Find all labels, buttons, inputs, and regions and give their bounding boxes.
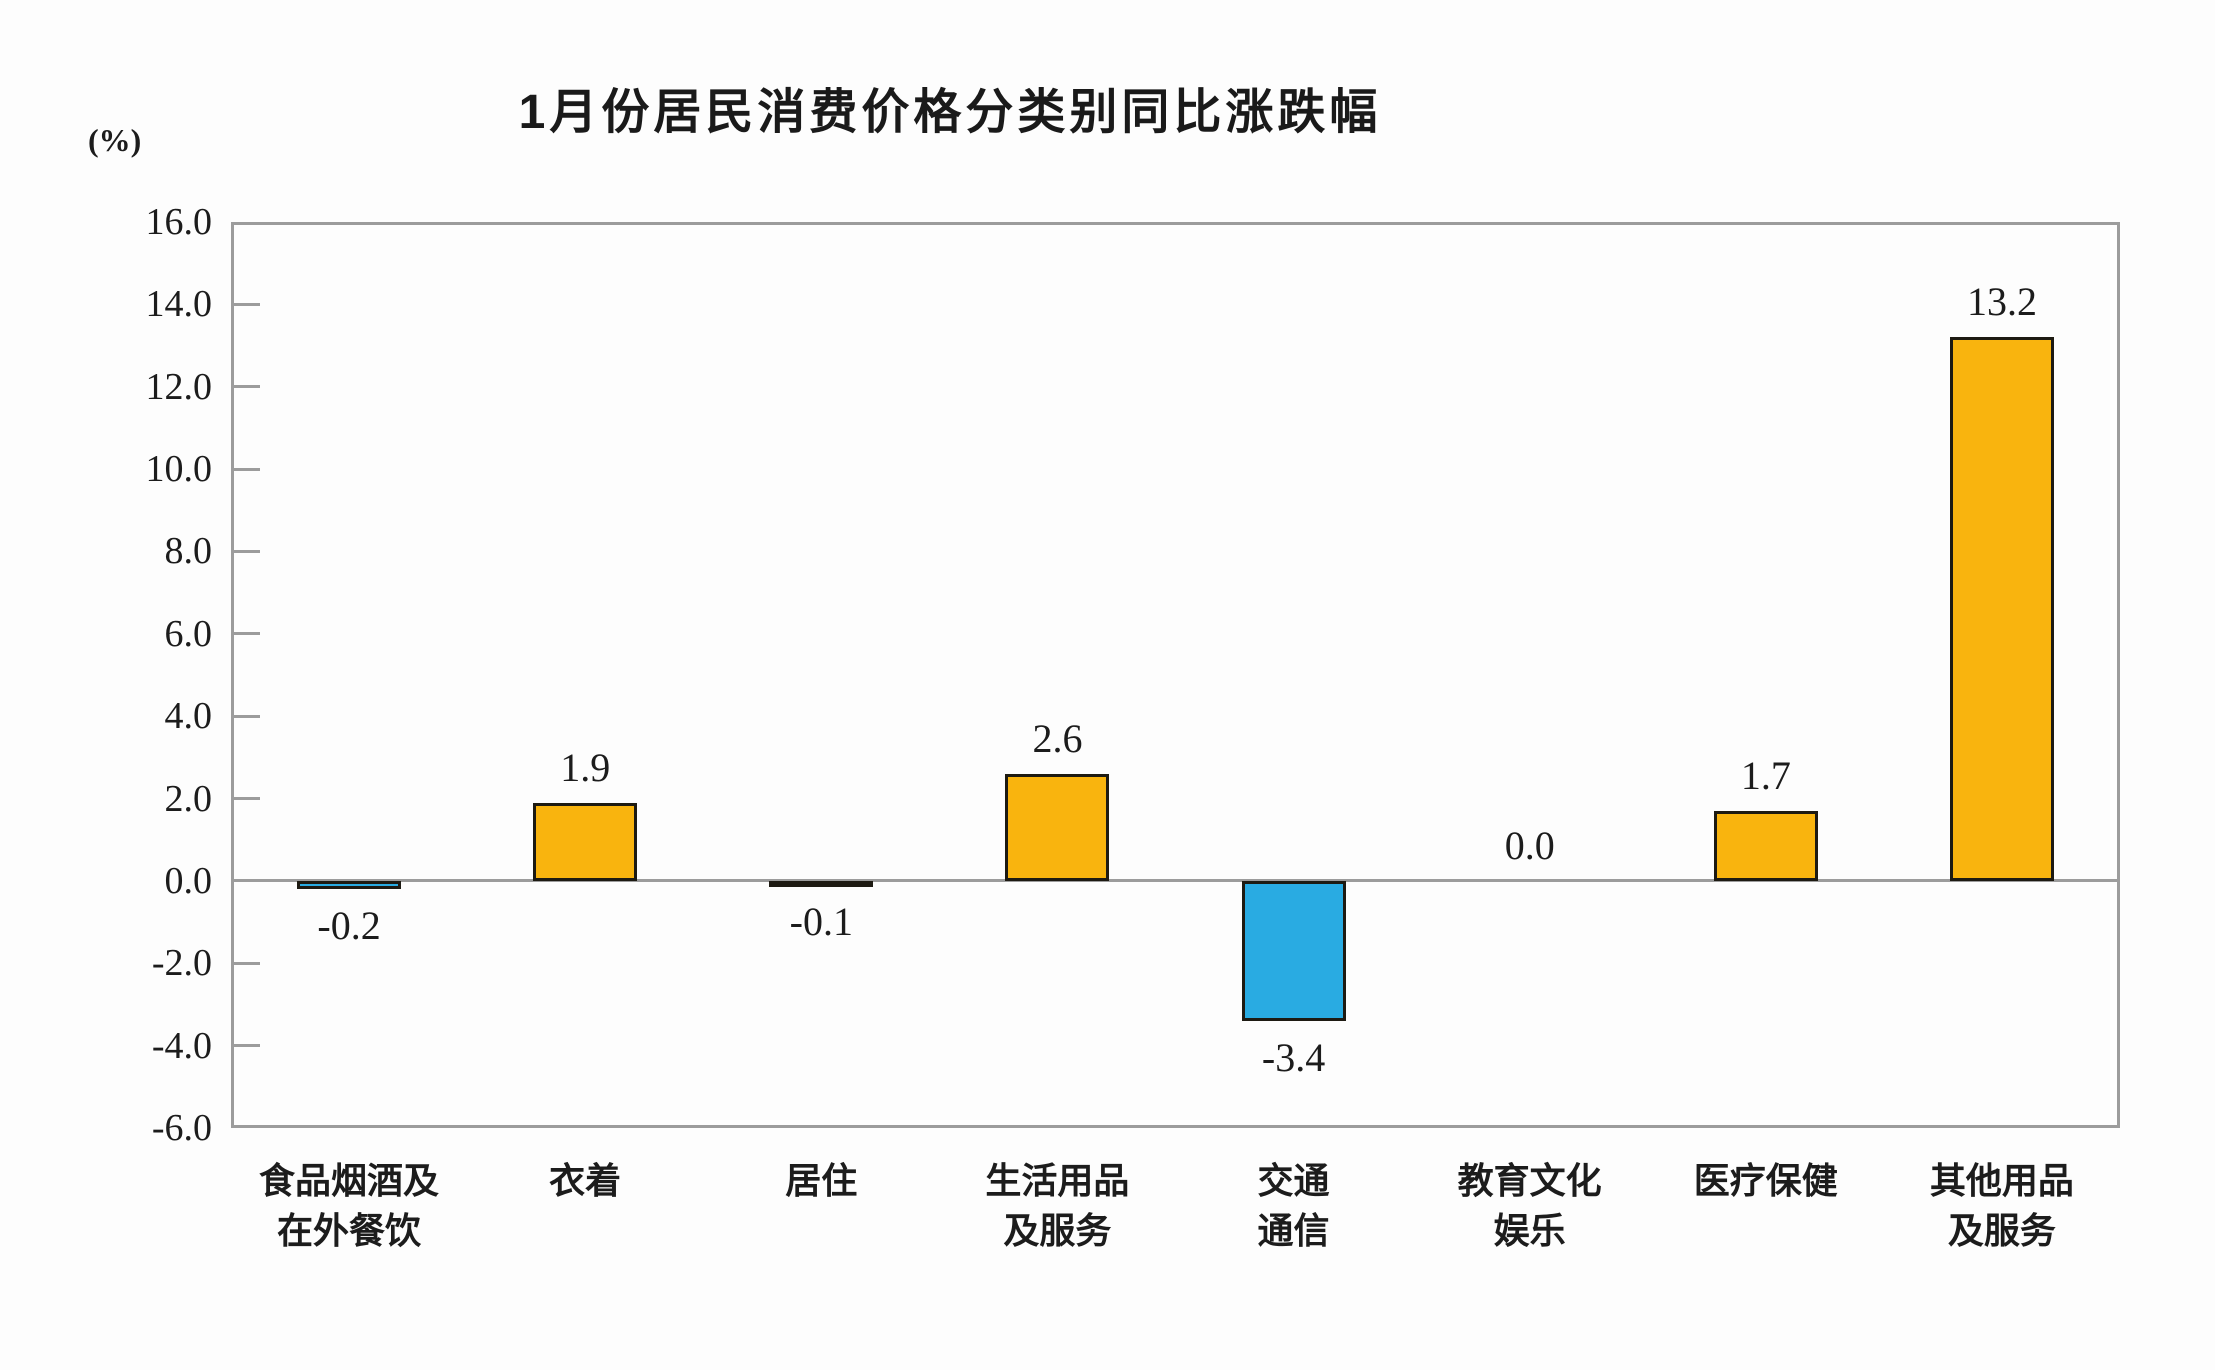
category-label: 居住 bbox=[785, 1161, 858, 1201]
chart-title: 1月份居民消费价格分类别同比涨跌幅 bbox=[518, 86, 1382, 139]
y-tick-label: 8.0 bbox=[164, 530, 213, 573]
category-label: 交通 通信 bbox=[1257, 1161, 1330, 1251]
bar-value-label: -0.1 bbox=[789, 899, 853, 945]
y-axis-unit-label: (%) bbox=[88, 122, 142, 158]
category-label: 生活用品 及服务 bbox=[985, 1161, 1130, 1251]
bar-value-label: 0.0 bbox=[1504, 822, 1555, 868]
y-tick-label: 0.0 bbox=[164, 859, 213, 902]
y-tick-mark bbox=[234, 385, 260, 389]
y-tick-mark bbox=[234, 549, 260, 553]
bar-7 bbox=[1713, 810, 1818, 881]
y-tick-mark bbox=[234, 467, 260, 471]
bar-4 bbox=[1005, 773, 1110, 881]
bar-value-label: 1.9 bbox=[560, 744, 611, 790]
category-label: 衣着 bbox=[549, 1161, 622, 1201]
bar-1 bbox=[297, 880, 402, 890]
y-tick-mark bbox=[234, 961, 260, 965]
y-tick-mark bbox=[234, 797, 260, 801]
category-label: 医疗保健 bbox=[1693, 1161, 1838, 1201]
y-tick-label: 4.0 bbox=[164, 695, 213, 738]
y-tick-label: -4.0 bbox=[151, 1024, 212, 1067]
bar-value-label: 13.2 bbox=[1966, 279, 2037, 325]
bar-value-label: 2.6 bbox=[1032, 715, 1083, 761]
y-tick-label: 2.0 bbox=[164, 777, 213, 820]
y-tick-label: 16.0 bbox=[145, 201, 213, 243]
category-label: 其他用品 及服务 bbox=[1929, 1161, 2074, 1251]
y-tick-mark bbox=[234, 1044, 260, 1048]
bar-value-label: -0.2 bbox=[317, 903, 381, 949]
y-tick-mark bbox=[234, 632, 260, 636]
y-tick-label: 12.0 bbox=[145, 365, 213, 408]
category-label: 教育文化 娱乐 bbox=[1457, 1161, 1602, 1251]
y-tick-mark bbox=[234, 714, 260, 718]
bar-3 bbox=[769, 880, 874, 887]
bar-5 bbox=[1241, 880, 1346, 1021]
zero-axis-line bbox=[231, 879, 2120, 883]
bar-value-label: 1.7 bbox=[1740, 752, 1791, 798]
plot-area bbox=[231, 222, 2120, 1128]
y-tick-label: 6.0 bbox=[164, 612, 213, 655]
y-tick-label: -6.0 bbox=[151, 1107, 212, 1149]
bar-2 bbox=[533, 802, 638, 881]
category-label: 食品烟酒及 在外餐饮 bbox=[259, 1161, 440, 1251]
y-tick-label: 14.0 bbox=[145, 283, 213, 326]
bar-8 bbox=[1949, 337, 2054, 881]
y-tick-label: 10.0 bbox=[145, 448, 213, 491]
bar-value-label: -3.4 bbox=[1261, 1034, 1326, 1080]
y-tick-label: -2.0 bbox=[151, 942, 212, 985]
y-tick-mark bbox=[234, 302, 260, 306]
